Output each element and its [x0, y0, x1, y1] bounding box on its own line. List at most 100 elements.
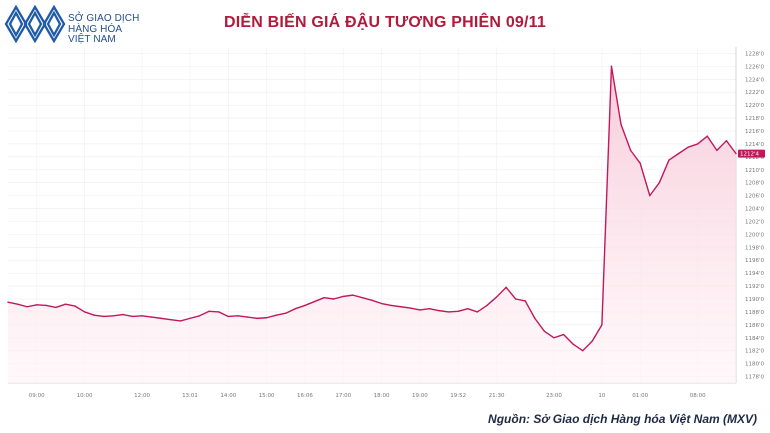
logo-line-3: VIỆT NAM [68, 34, 116, 45]
price-point [64, 303, 67, 305]
x-tick-label: 21:30 [489, 393, 505, 399]
chart-area: 1178'0 1180'0 1182'0 1184'0 1186'0 1188'0 1190… [0, 40, 770, 405]
y-tick-label: 1198'0 [745, 245, 765, 251]
y-tick-label: 1214'0 [745, 142, 765, 148]
price-point [83, 311, 86, 313]
y-tick-label: 1180'0 [745, 362, 765, 368]
price-point [237, 315, 239, 317]
price-point [629, 149, 632, 152]
price-point [476, 311, 479, 313]
price-point [256, 317, 258, 320]
price-point [582, 349, 584, 352]
x-tick-label: 17:00 [335, 393, 351, 399]
y-tick-label: 1188'0 [745, 310, 765, 316]
price-point [74, 305, 76, 307]
price-point [419, 309, 421, 311]
price-point [649, 194, 651, 197]
price-point [189, 317, 191, 320]
chart-title: DIỄN BIẾN GIÁ ĐẬU TƯƠNG PHIÊN 09/11 [224, 14, 546, 31]
price-point [7, 301, 9, 303]
price-point [294, 307, 297, 310]
price-point [313, 300, 316, 303]
price-point [543, 330, 546, 333]
price-point [323, 297, 325, 299]
price-point [390, 304, 392, 307]
mxv-logo: SỞ GIAO DỊCH HÀNG HÓA VIỆT NAM [4, 4, 174, 45]
logo-line-1: SỞ GIAO DỊCH [68, 13, 140, 24]
logo-line-2: HÀNG HÓA [68, 23, 123, 35]
y-tick-label: 1216'0 [745, 129, 765, 135]
y-tick-label: 1192'0 [745, 284, 765, 290]
y-tick-label: 1206'0 [745, 194, 765, 200]
price-point [696, 143, 699, 145]
price-point [170, 318, 172, 321]
price-point [227, 315, 230, 318]
price-point [131, 315, 134, 318]
y-tick-label: 1202'0 [745, 219, 765, 225]
price-point [514, 298, 517, 300]
x-tick-label: 13:01 [182, 393, 198, 399]
price-point [179, 320, 182, 322]
price-area-fill [8, 66, 736, 383]
price-point [620, 123, 622, 126]
price-point [141, 315, 143, 317]
price-point [304, 304, 306, 307]
x-tick-label: 23:00 [546, 393, 562, 399]
price-point [409, 307, 412, 309]
price-point [150, 316, 153, 318]
price-point [601, 324, 603, 326]
price-point [457, 310, 459, 312]
x-tick-label: 10:00 [77, 393, 93, 399]
price-point [93, 314, 95, 316]
price-point [677, 152, 680, 155]
price-point [160, 317, 162, 320]
y-tick-label: 1178'0 [745, 375, 765, 381]
y-tick-label: 1222'0 [745, 90, 765, 96]
y-tick-label: 1184'0 [745, 336, 765, 342]
y-tick-label: 1194'0 [745, 271, 765, 277]
x-tick-label: 18:00 [374, 393, 390, 399]
price-point [495, 296, 498, 298]
price-point [112, 315, 115, 317]
price-point [285, 312, 287, 314]
price-point [16, 303, 19, 305]
price-point [265, 317, 268, 319]
y-tick-label: 1186'0 [745, 323, 765, 329]
diamond-pattern-icon [4, 4, 66, 44]
price-point [55, 306, 57, 309]
price-point [591, 340, 594, 342]
price-point [371, 299, 373, 301]
x-tick-label: 09:00 [29, 393, 45, 399]
y-tick-label: 1182'0 [745, 349, 765, 355]
price-point [639, 162, 641, 165]
source-credit: Nguồn: Sở Giao dịch Hàng hóa Việt Nam (M… [488, 412, 757, 426]
y-tick-label: 1204'0 [745, 207, 765, 213]
price-point [45, 304, 48, 307]
price-point [275, 314, 277, 316]
price-point [26, 306, 28, 308]
y-tick-label: 1228'0 [745, 51, 765, 57]
price-point [735, 152, 737, 155]
price-point [447, 311, 450, 313]
y-tick-label: 1200'0 [745, 232, 765, 238]
x-tick-label: 15:00 [259, 393, 275, 399]
price-point [572, 343, 574, 345]
price-point [332, 298, 335, 300]
price-point [687, 146, 689, 148]
y-tick-label: 1190'0 [745, 297, 765, 303]
price-point [36, 304, 38, 306]
current-price-label: 1212'4 [740, 152, 760, 158]
price-point [658, 181, 661, 184]
price-point [524, 300, 526, 302]
y-tick-label: 1220'0 [745, 103, 765, 109]
price-point [706, 135, 708, 137]
price-point [380, 302, 383, 305]
price-point [342, 295, 344, 298]
y-tick-label: 1208'0 [745, 181, 765, 187]
price-point [562, 333, 565, 336]
x-tick-label: 19:00 [412, 393, 428, 399]
price-point [438, 309, 440, 312]
price-point [361, 297, 364, 299]
y-tick-label: 1212'0 [745, 155, 765, 161]
